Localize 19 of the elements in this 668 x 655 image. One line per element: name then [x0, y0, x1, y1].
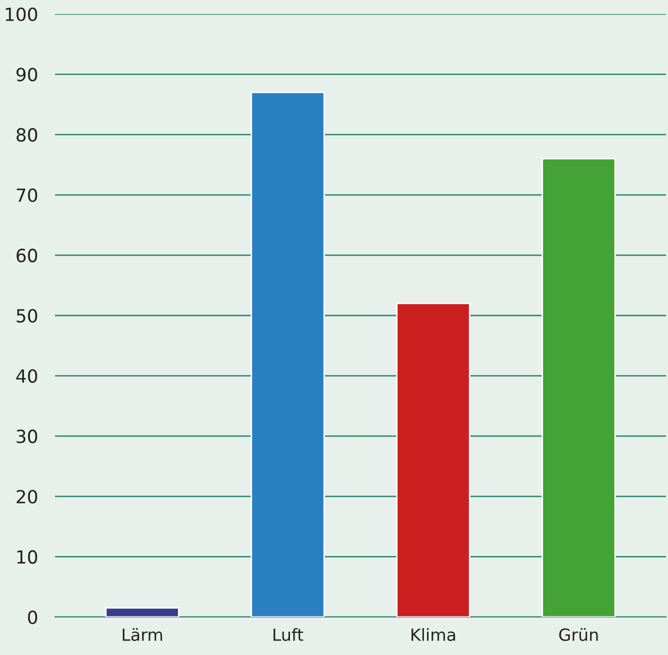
y-tick-label: 40: [16, 369, 38, 383]
x-tick-label: Luft: [274, 628, 304, 642]
bar: [396, 302, 470, 617]
bar: [250, 92, 325, 617]
bar: [105, 607, 180, 617]
y-tick-label: 100: [6, 7, 38, 22]
y-tick-label: 80: [16, 128, 38, 142]
y-tick-label: 0: [28, 610, 38, 624]
y-tick-label: 10: [17, 550, 38, 564]
x-tick-label: Klima: [412, 628, 456, 642]
x-tick-label: Lärm: [122, 628, 162, 642]
y-tick-label: 50: [16, 308, 38, 323]
y-tick-label: 90: [16, 68, 38, 82]
y-tick-label: 70: [16, 188, 38, 202]
y-tick-label: 60: [16, 248, 38, 262]
bar: [542, 158, 616, 617]
x-tick-label: Grün: [559, 628, 598, 642]
y-tick-label: 20: [16, 490, 38, 504]
y-tick-label: 30: [16, 430, 38, 444]
